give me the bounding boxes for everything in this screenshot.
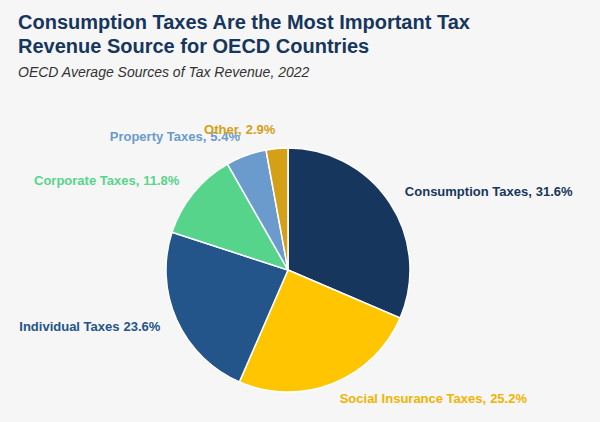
value-label: 2.9% <box>246 122 276 137</box>
value-label: 23.6% <box>123 319 160 334</box>
category-label: Individual Taxes <box>19 319 119 334</box>
category-label: Other, <box>204 122 242 137</box>
data-label: Consumption Taxes, 31.6% <box>405 184 573 199</box>
category-label: Social Insurance Taxes, <box>340 392 486 407</box>
title: Consumption Taxes Are the Most Important… <box>18 10 518 58</box>
chart: Consumption Taxes, 31.6% Social Insurance … <box>0 0 600 422</box>
value-label: 25.2% <box>490 392 527 407</box>
labels: Consumption Taxes, 31.6% Social Insurance … <box>19 122 573 407</box>
data-label: Social Insurance Taxes, 25.2% <box>340 392 528 407</box>
subtitle: OECD Average Sources of Tax Revenue, 202… <box>18 64 309 80</box>
category-label: Consumption Taxes, <box>405 184 532 199</box>
data-label: Corporate Taxes, 11.8% <box>34 173 180 188</box>
data-label: Individual Taxes 23.6% <box>19 319 160 334</box>
category-label: Corporate Taxes, <box>34 173 139 188</box>
category-label: Property Taxes, <box>110 130 207 145</box>
value-label: 31.6% <box>536 184 573 199</box>
slice <box>266 148 288 270</box>
value-label: 11.8% <box>143 173 180 188</box>
slices <box>166 148 410 392</box>
data-label: Other, 2.9% <box>204 122 276 137</box>
